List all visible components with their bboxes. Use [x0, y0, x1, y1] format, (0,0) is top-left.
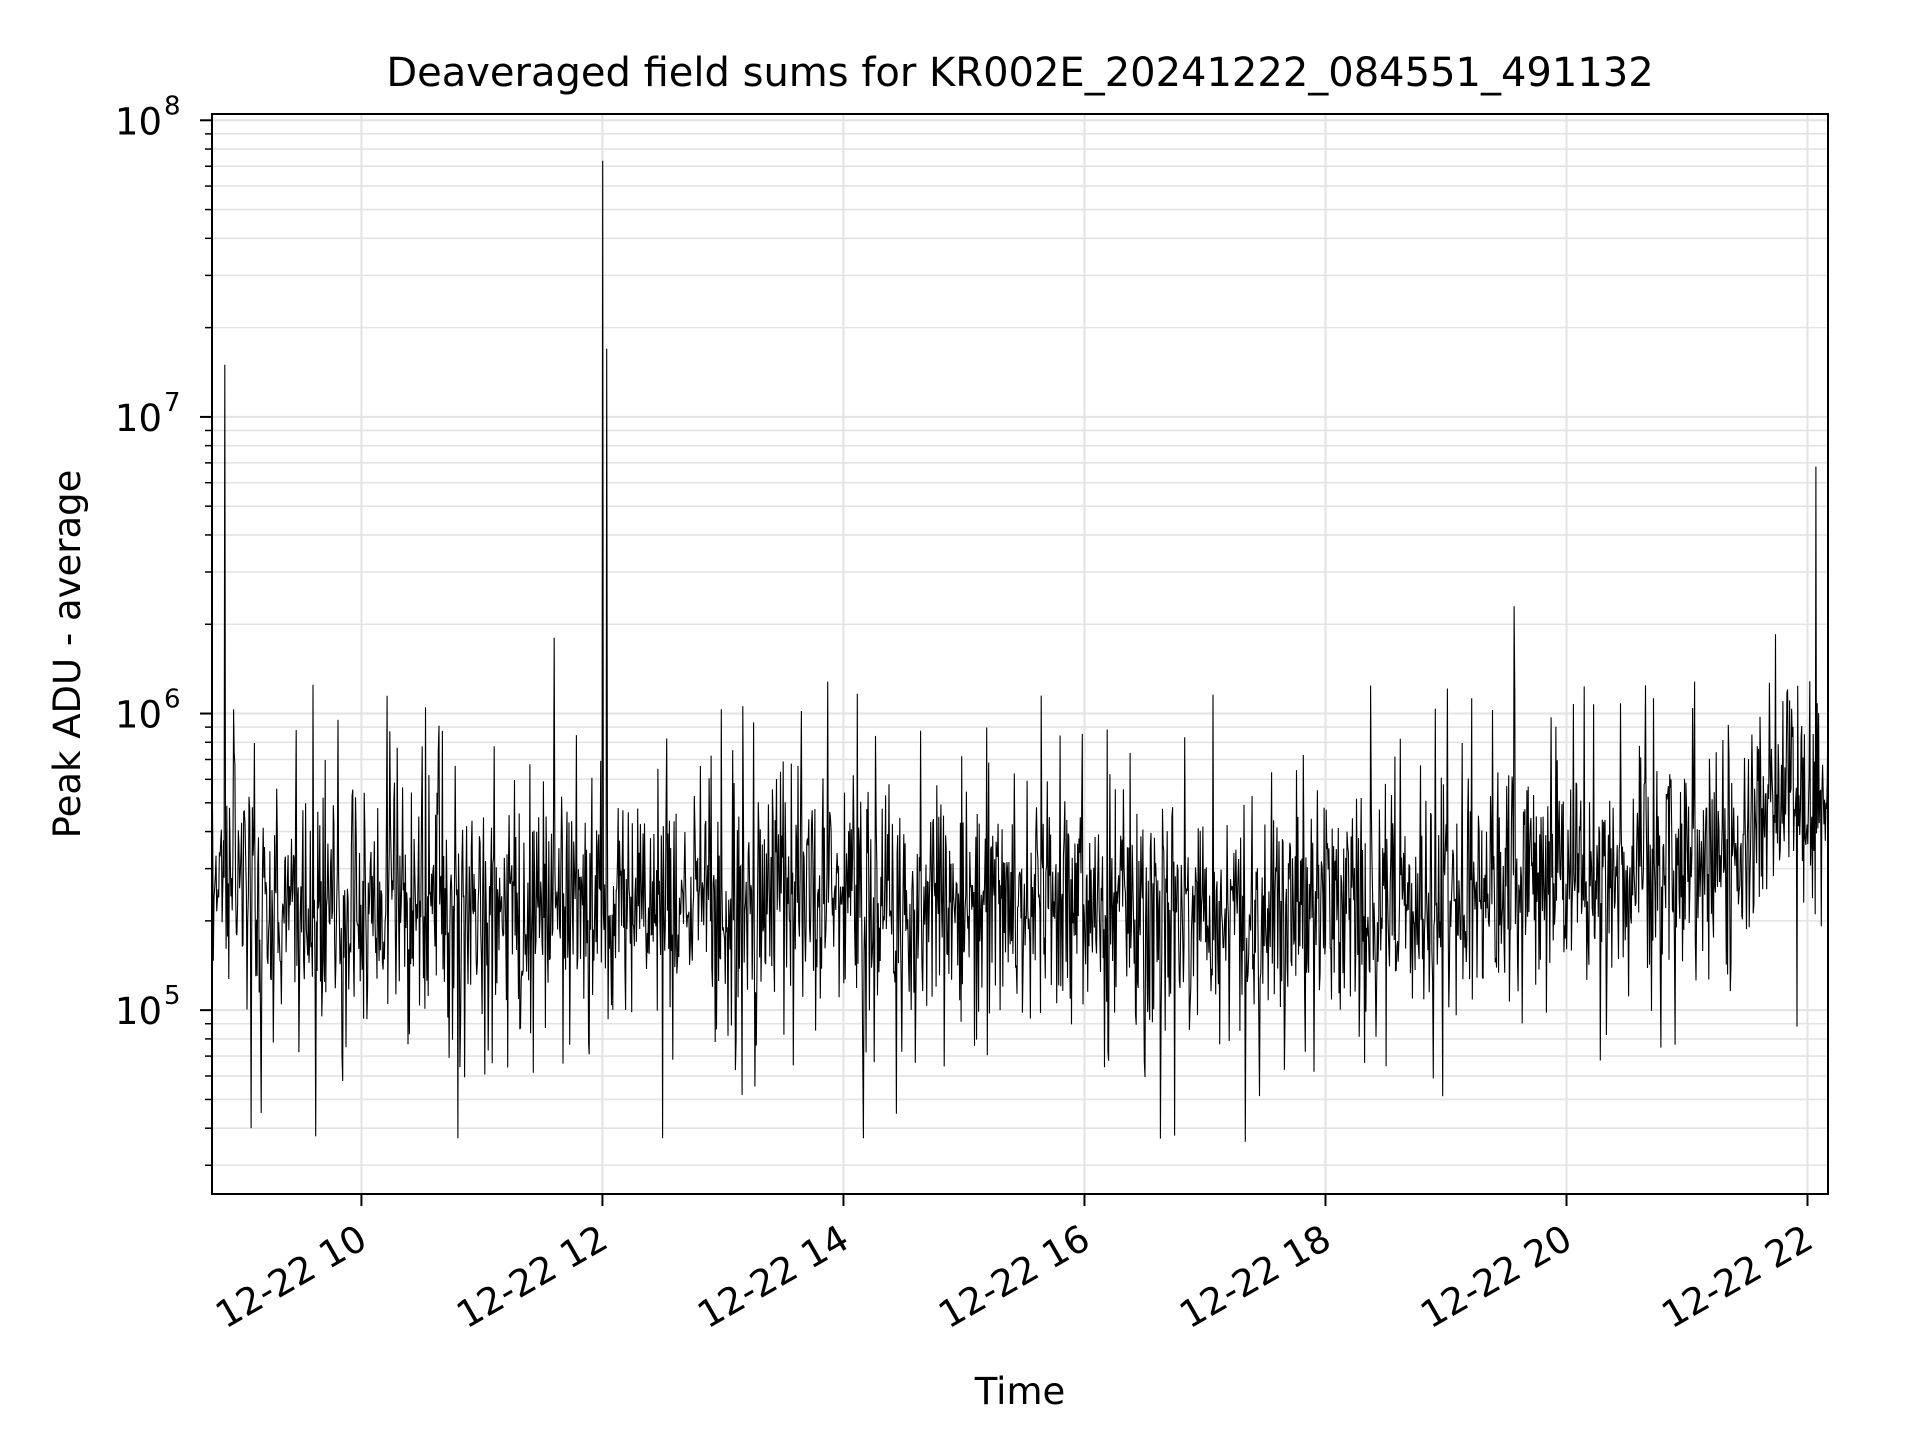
x-axis-title: Time: [974, 1370, 1066, 1413]
plot-frame: [211, 113, 1829, 1195]
y-tick-label: 10: [115, 397, 162, 440]
chart-title: Deaveraged field sums for KR002E_2024122…: [386, 50, 1653, 96]
series-line: [212, 160, 1828, 1142]
y-tick-exponent: 6: [164, 685, 181, 715]
y-axis-title: Peak ADU - average: [46, 470, 89, 839]
y-tick-label: 10: [115, 100, 162, 143]
y-tick-exponent: 7: [164, 388, 181, 418]
y-tick-exponent: 8: [164, 91, 181, 121]
y-tick-label: 10: [115, 694, 162, 737]
y-tick-exponent: 5: [164, 981, 181, 1011]
y-tick-label: 10: [115, 990, 162, 1033]
grid: [212, 114, 1828, 1194]
